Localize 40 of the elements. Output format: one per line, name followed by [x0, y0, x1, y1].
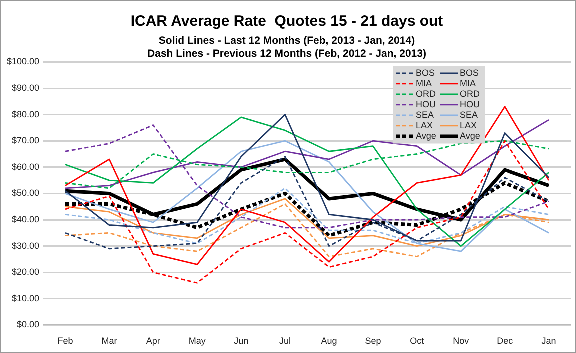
y-tick-label: $50.00	[12, 188, 40, 198]
legend-label: Avge	[416, 130, 436, 141]
y-tick-label: $30.00	[12, 240, 40, 251]
y-tick-label: $40.00	[12, 214, 40, 224]
x-tick-label: May	[188, 336, 206, 346]
y-tick-label: $60.00	[12, 162, 40, 172]
legend-label: ORD	[460, 88, 480, 99]
chart-title: ICAR Average Rate Quotes 15 - 21 days out	[130, 13, 444, 30]
legend-label: LAX	[416, 120, 434, 130]
y-tick-label: $0.00	[17, 320, 40, 330]
y-tick-label: $90.00	[12, 82, 40, 93]
y-tick-label: $80.00	[12, 109, 40, 120]
legend-label: SEA	[416, 110, 434, 120]
x-tick-label: Feb	[58, 336, 74, 346]
y-tick-label: $100.00	[6, 56, 40, 67]
legend-label: MIA	[416, 78, 432, 88]
x-tick-label: Nov	[453, 336, 470, 346]
legend-label: HOU	[416, 99, 436, 110]
legend-label: SEA	[460, 110, 478, 120]
y-tick-label: $20.00	[12, 267, 40, 278]
x-tick-label: Jul	[280, 336, 292, 346]
chart-subtitle: Solid Lines - Last 12 Months (Feb, 2013 - Jan, 2014) Dash Lines - Previous 12 Months (Feb, 2012 - Jan, 2013)	[148, 35, 426, 60]
legend-label: LAX	[460, 120, 478, 130]
legend-label: BOS	[460, 68, 480, 78]
x-tick-label: Oct	[410, 336, 425, 346]
legend-label: HOU	[460, 99, 480, 110]
x-tick-label: Sep	[365, 336, 382, 346]
x-tick-label: Apr	[146, 336, 160, 346]
x-tick-label: Jan	[542, 336, 556, 346]
legend-label: ORD	[416, 88, 436, 99]
y-tick-label: $10.00	[12, 293, 40, 304]
line-series	[64, 140, 550, 284]
legend-label: MIA	[460, 78, 476, 88]
legend-label: Avge	[460, 130, 480, 141]
x-tick-label: Jun	[234, 336, 249, 346]
x-tick-label: Aug	[321, 336, 338, 346]
y-tick-label: $70.00	[12, 136, 40, 146]
legend-label: BOS	[416, 68, 436, 78]
x-tick-label: Dec	[497, 336, 514, 346]
x-tick-label: Mar	[102, 336, 118, 346]
